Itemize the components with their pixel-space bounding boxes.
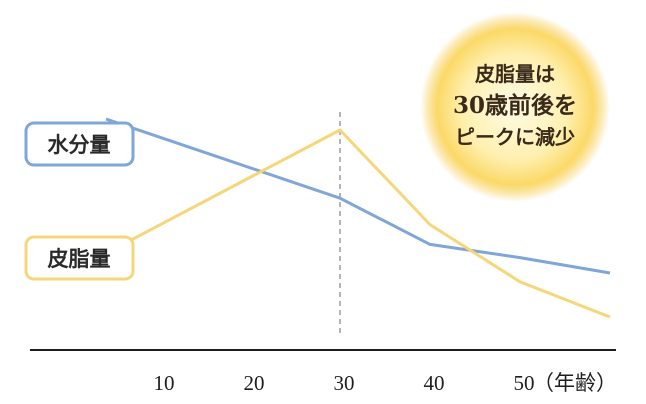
x-tick-label: 30 (334, 371, 355, 395)
x-tick-label: 50 (514, 371, 535, 395)
legend-tag-water-label: 水分量 (48, 132, 111, 157)
legend-tag-sebum-box (24, 235, 135, 281)
callout-glow (420, 12, 610, 202)
callout-line-3: ピークに減少 (455, 125, 575, 149)
x-tick-label: 20 (244, 371, 265, 395)
callout: 皮脂量は 30歳前後を ピークに減少 (420, 12, 610, 202)
x-tick-label: 40 (424, 371, 445, 395)
series-line-sebum (105, 128, 611, 319)
x-axis-unit-label: （年齢） (533, 371, 617, 395)
callout-line-2: 30歳前後を (453, 92, 577, 119)
legend-tag-water-box (24, 121, 135, 167)
legend-tag-water: 水分量 (24, 121, 135, 167)
x-axis-ticks: 10 20 30 40 50 (154, 371, 535, 395)
callout-line-1: 皮脂量は (475, 62, 555, 86)
legend-tag-sebum: 皮脂量 (24, 235, 135, 281)
x-tick-label: 10 (154, 371, 175, 395)
legend-tag-sebum-label: 皮脂量 (48, 246, 111, 271)
